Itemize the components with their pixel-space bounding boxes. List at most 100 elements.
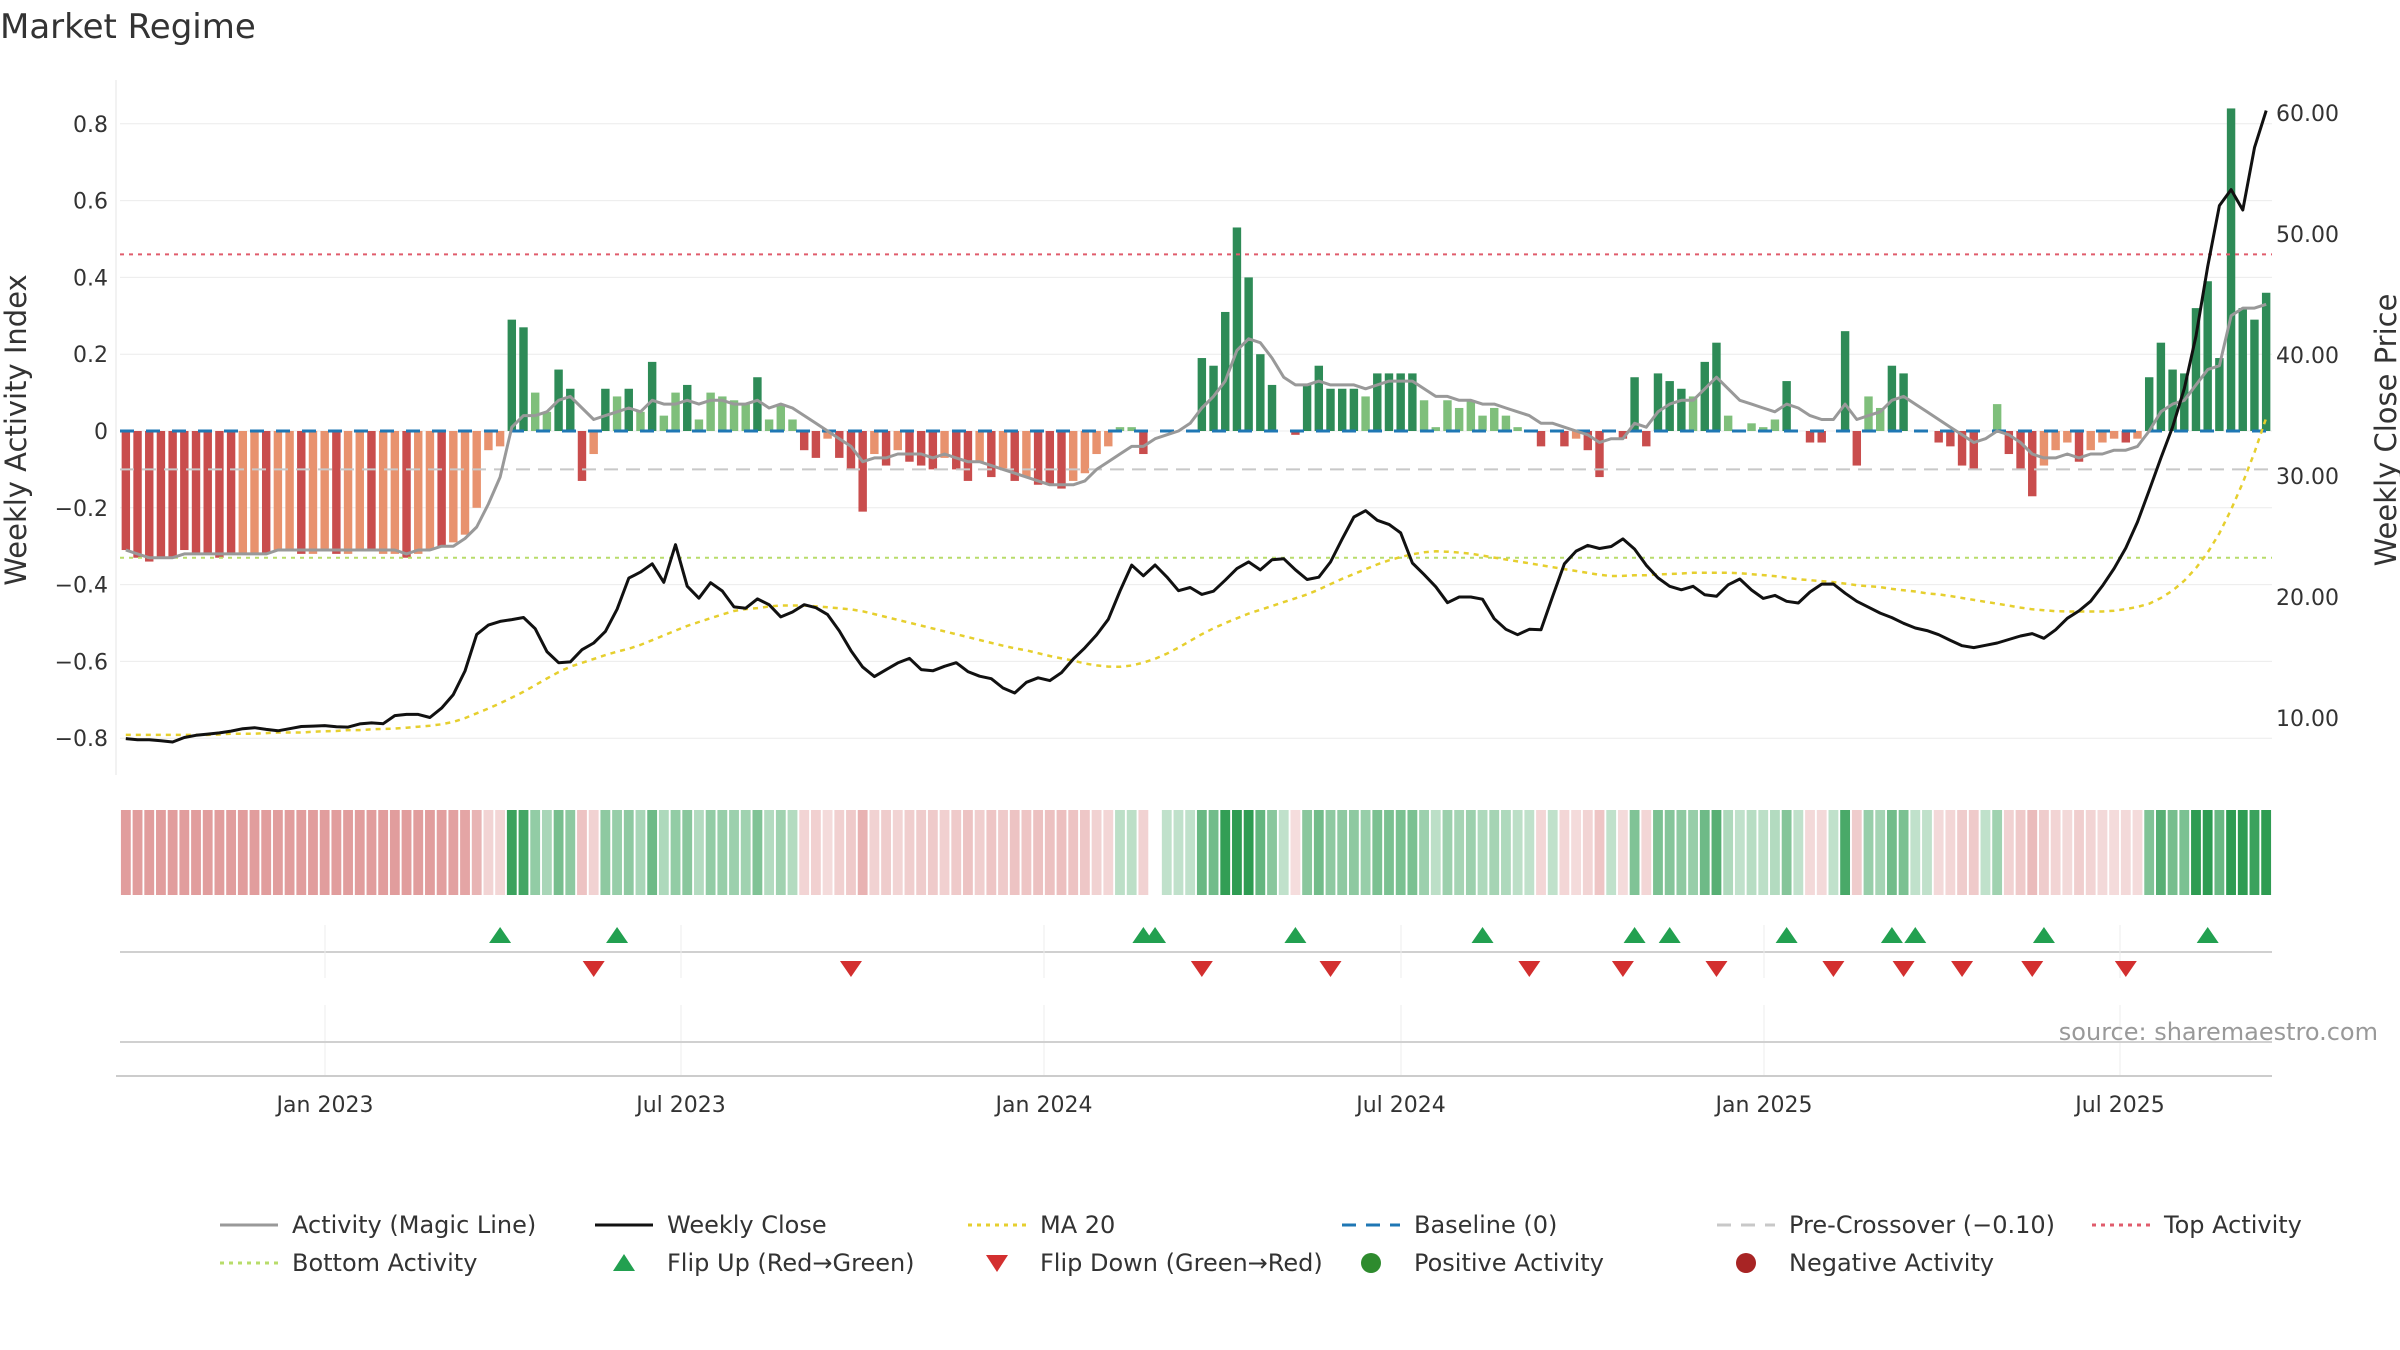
activity-bar xyxy=(378,431,388,554)
activity-bar xyxy=(2098,431,2107,443)
activity-bar xyxy=(332,431,341,554)
activity-bar xyxy=(168,431,177,558)
activity-bar xyxy=(1466,400,1476,431)
ma20-line xyxy=(125,417,2268,737)
regime-cell xyxy=(1196,810,1207,895)
y-tick-label: −0.6 xyxy=(55,650,108,675)
y-tick-label: −0.4 xyxy=(55,574,108,599)
flip-down-marker xyxy=(1611,961,1634,977)
y-tick-label: 0.4 xyxy=(73,266,108,291)
regime-cell xyxy=(1664,810,1675,895)
activity-bar xyxy=(1770,419,1780,431)
regime-cell xyxy=(1079,810,1090,895)
activity-bar xyxy=(1969,431,1978,470)
y2-tick-label: 60.00 xyxy=(2276,102,2339,127)
regime-cell xyxy=(1617,810,1628,895)
activity-bar xyxy=(963,431,973,481)
activity-bar xyxy=(402,431,411,558)
activity-bar xyxy=(601,388,610,431)
flip-up-marker xyxy=(1880,927,1903,943)
activity-bar xyxy=(683,384,692,431)
activity-bar xyxy=(823,431,832,439)
activity-bar xyxy=(1536,431,1546,447)
y2-axis-ticks: 60.00 50.00 40.00 30.00 20.00 10.00 xyxy=(2276,102,2339,732)
regime-cell xyxy=(1746,810,1757,895)
regime-cell xyxy=(752,810,763,895)
activity-bar xyxy=(694,419,704,431)
regime-cell xyxy=(1337,810,1348,895)
regime-cell xyxy=(846,810,856,895)
activity-bar xyxy=(238,431,248,554)
regime-cell xyxy=(1103,810,1114,895)
regime-cell xyxy=(904,810,915,895)
regime-cell xyxy=(366,810,377,895)
regime-cell xyxy=(1489,810,1500,895)
activity-bar xyxy=(671,392,680,431)
activity-bar xyxy=(741,404,750,431)
regime-cell xyxy=(1384,810,1394,895)
activity-bar xyxy=(121,431,131,551)
regime-cell xyxy=(1629,810,1640,895)
regime-cell xyxy=(1044,810,1055,895)
activity-bar xyxy=(1700,361,1709,431)
activity-bar xyxy=(998,431,1008,470)
activity-bar xyxy=(2074,431,2084,462)
activity-bar xyxy=(1022,431,1031,478)
flip-down-marker xyxy=(1705,961,1728,977)
activity-bar xyxy=(1992,404,2002,431)
legend-label: Top Activity xyxy=(2163,1211,2302,1239)
activity-bars xyxy=(121,108,2271,562)
regime-cell xyxy=(1430,810,1441,895)
regime-cell xyxy=(1255,810,1266,895)
x-axis-ticks: Jan 2023 Jul 2023 Jan 2024 Jul 2024 Jan 2025… xyxy=(275,1093,2165,1118)
regime-cell xyxy=(740,810,751,895)
legend-dot-icon xyxy=(1361,1253,1381,1273)
regime-cell xyxy=(237,810,248,895)
activity-bar xyxy=(1653,373,1663,431)
regime-cell xyxy=(1009,810,1020,895)
activity-bar xyxy=(647,361,657,431)
series-lines xyxy=(125,110,2268,744)
activity-bar xyxy=(1396,373,1405,431)
regime-cell xyxy=(2167,810,2178,895)
activity-bar xyxy=(1080,431,1090,474)
activity-bar xyxy=(191,431,201,554)
regime-cell xyxy=(1571,810,1582,895)
activity-bar xyxy=(1805,431,1815,443)
regime-cell xyxy=(1594,810,1605,895)
regime-cell xyxy=(167,810,178,895)
regime-cell xyxy=(1138,810,1149,895)
regime-cell xyxy=(261,810,272,895)
activity-bar xyxy=(916,431,926,466)
regime-cell xyxy=(436,810,447,895)
regime-cell xyxy=(2214,810,2225,895)
activity-bar xyxy=(952,431,961,470)
legend-flip-up-icon xyxy=(613,1254,635,1271)
activity-bar xyxy=(1314,365,1324,431)
empty-panel xyxy=(116,1005,2272,1077)
activity-bar xyxy=(1501,415,1511,431)
regime-cell xyxy=(682,810,693,895)
flip-up-marker xyxy=(606,927,629,943)
activity-bar xyxy=(764,419,774,431)
activity-bar xyxy=(1139,431,1148,455)
source-label: source: sharemaestro.com xyxy=(2059,1018,2378,1046)
regime-cell xyxy=(1325,810,1336,895)
regime-cell xyxy=(1360,810,1371,895)
regime-cell xyxy=(284,810,295,895)
regime-cell xyxy=(565,810,576,895)
regime-cell xyxy=(1828,810,1839,895)
activity-bar xyxy=(1887,365,1897,431)
regime-cell xyxy=(1465,810,1476,895)
activity-bar xyxy=(425,431,435,551)
activity-bar xyxy=(1373,373,1382,431)
regime-cell xyxy=(1115,810,1125,895)
regime-cell xyxy=(810,810,821,895)
regime-cell xyxy=(892,810,903,895)
activity-bar xyxy=(1337,388,1347,431)
y2-tick-label: 50.00 xyxy=(2276,223,2339,248)
regime-cell xyxy=(2132,810,2143,895)
regime-cell xyxy=(1851,810,1862,895)
activity-bar xyxy=(1068,431,1078,481)
